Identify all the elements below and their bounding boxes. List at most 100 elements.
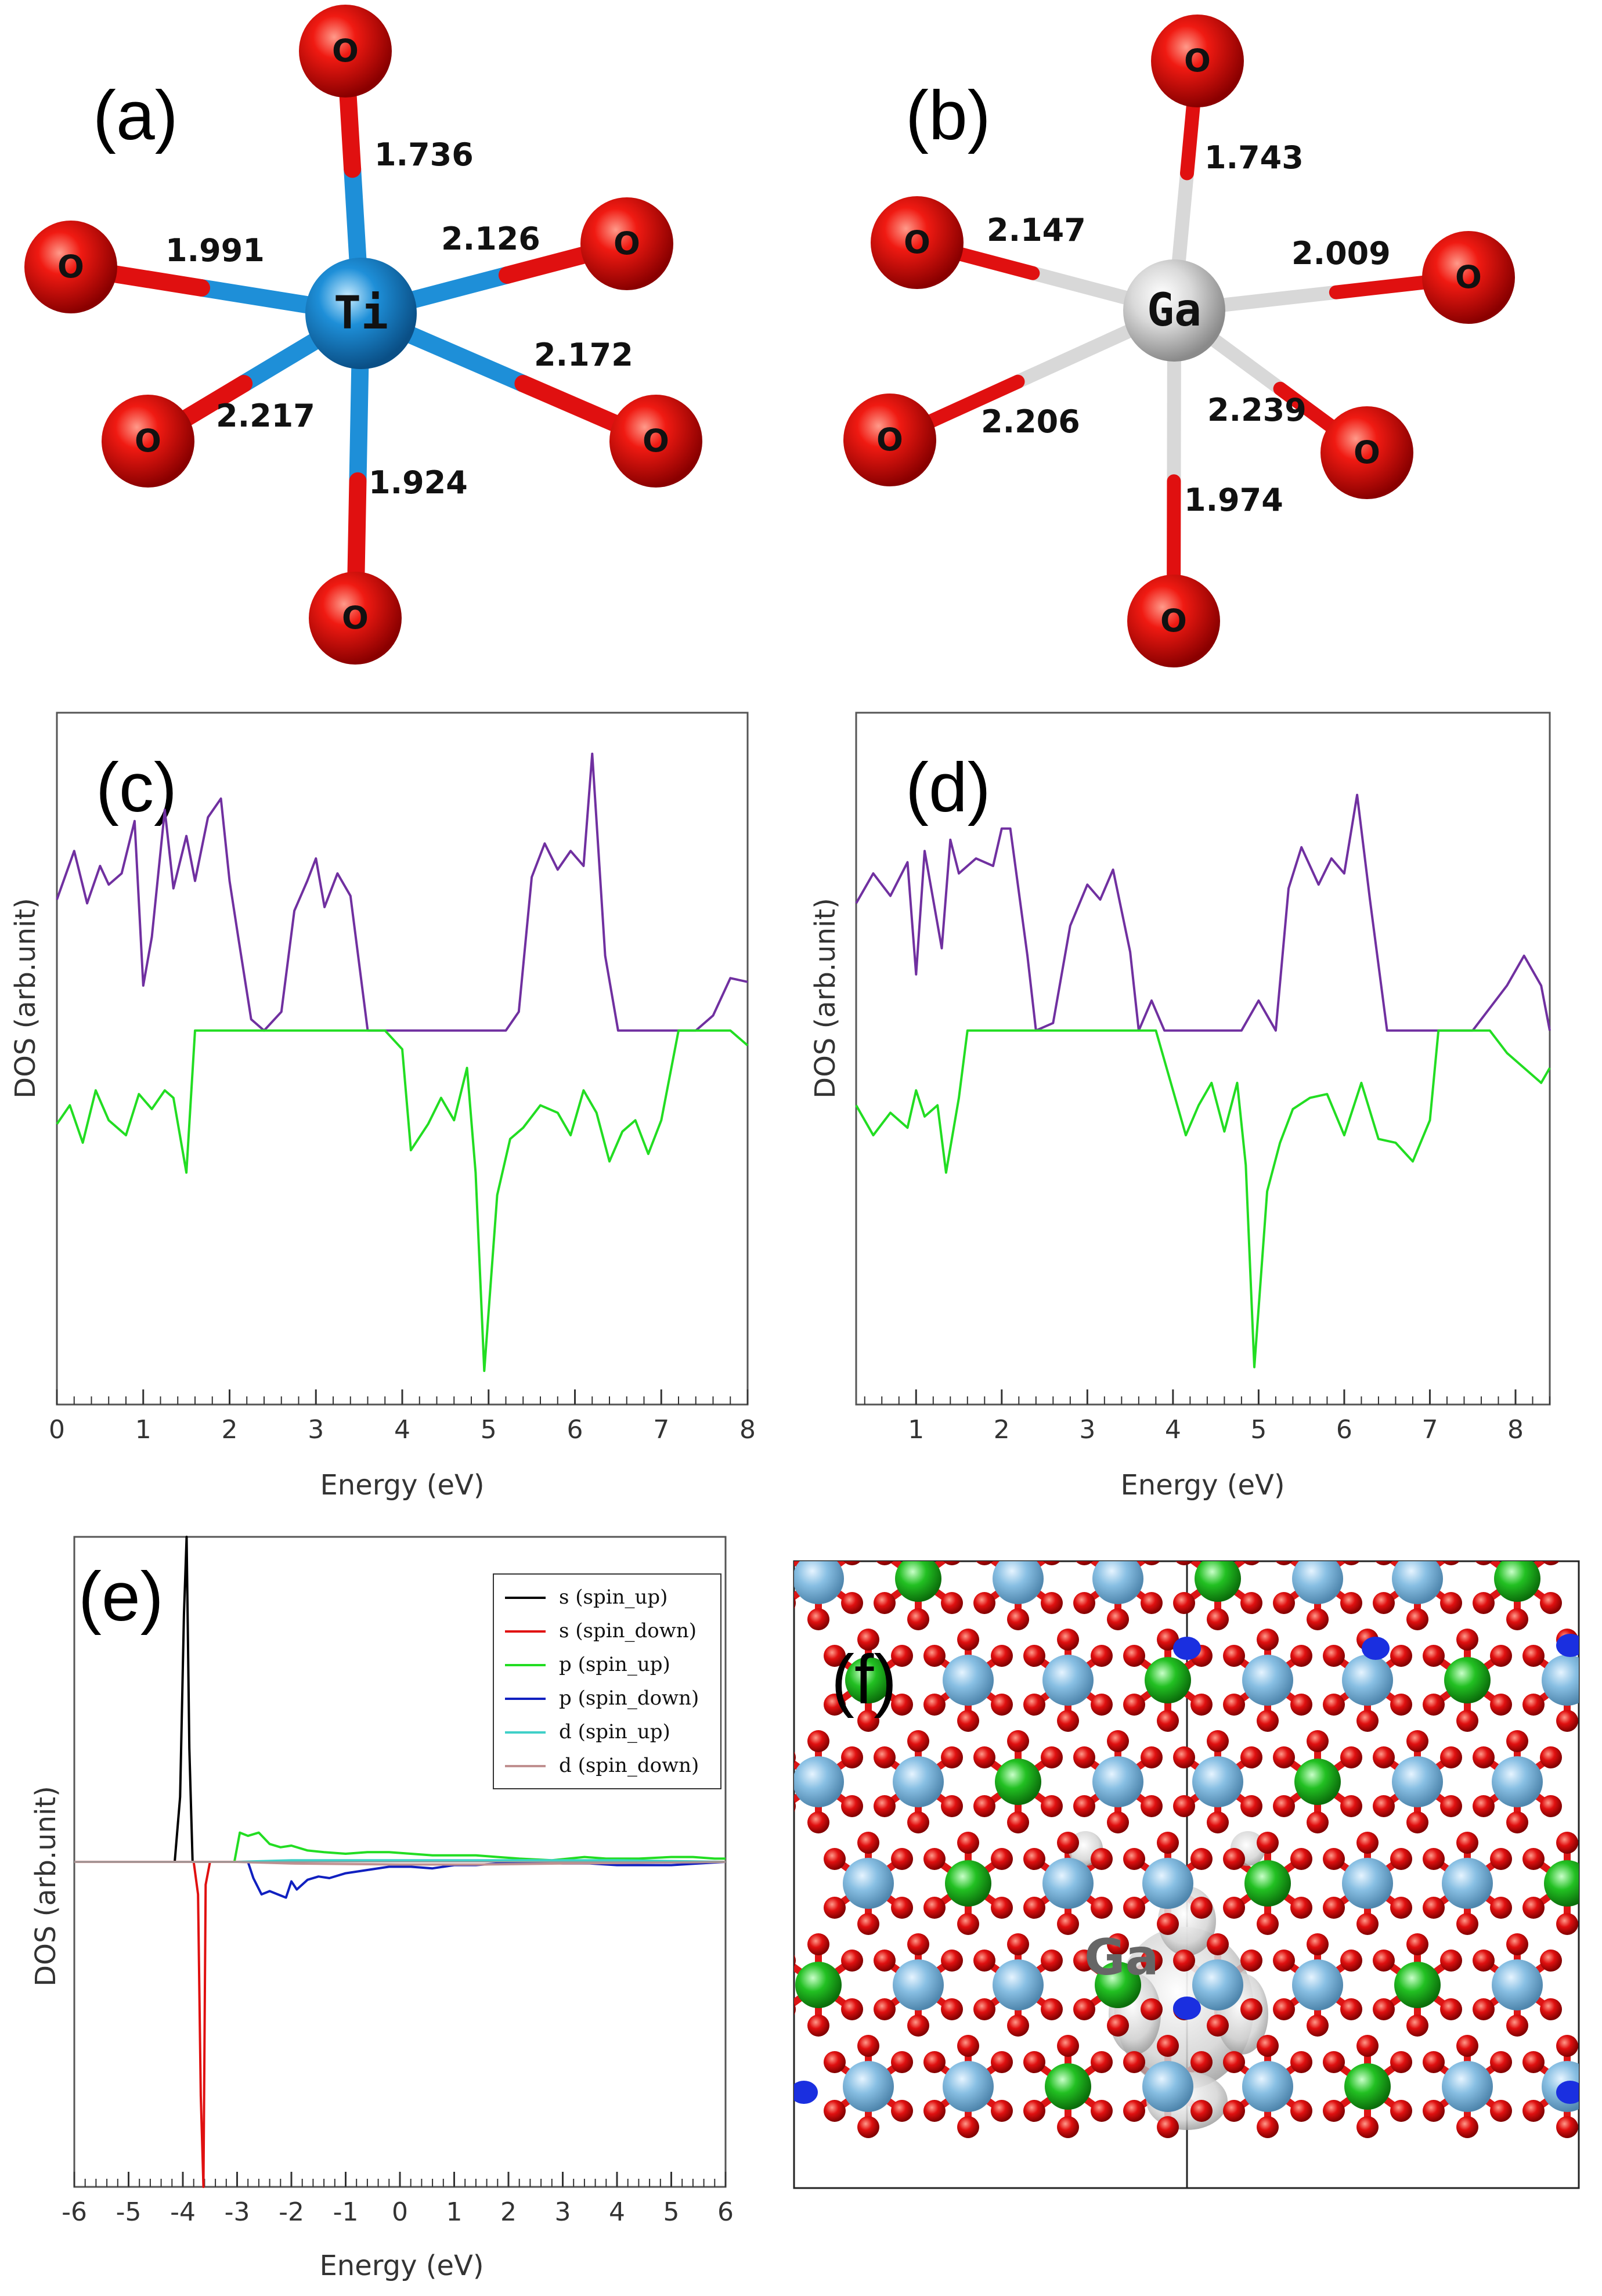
oxygen-atom <box>1340 1795 1362 1817</box>
ti-atom <box>1292 1959 1343 2010</box>
oxygen-atom <box>1091 1897 1113 1919</box>
chart-e-xtick-label: -6 <box>62 2197 87 2227</box>
oxygen-atom <box>1290 1645 1312 1667</box>
chart-d-frame <box>855 712 1551 1406</box>
oxygen-atom <box>1073 1592 1095 1614</box>
oxygen-atom <box>1323 1897 1345 1919</box>
oxygen-atom <box>1590 1694 1602 1716</box>
oxygen-atom <box>1023 2051 1045 2073</box>
oxygen-atom <box>1091 1645 1113 1667</box>
oxygen-atom <box>1057 1832 1079 1854</box>
panel-a-ti-octahedron: (a) O O O O O O Ti 1.736 2.126 2.172 1.924 2.217 1.9… <box>24 5 702 665</box>
legend-entry-2: s (spin_down) <box>559 1619 697 1642</box>
oxygen-atom <box>857 1629 879 1651</box>
chart-e-xtick-label: 1 <box>446 2197 463 2227</box>
ga-atom <box>895 1561 941 1602</box>
oxygen-atom <box>857 1710 879 1732</box>
oxygen-atom <box>1307 1811 1329 1833</box>
ti-atom <box>993 1561 1044 1604</box>
ti-atom <box>893 1756 944 1807</box>
ti-bond-length-3: 2.172 <box>534 337 633 373</box>
oxygen-atom <box>1107 1527 1129 1549</box>
ti-bond-length-5: 2.217 <box>216 398 315 434</box>
oxygen-atom <box>1490 2051 1512 2073</box>
ga-oxygen-atom-1 <box>1151 15 1244 107</box>
oxygen-atom <box>1141 1592 1163 1614</box>
oxygen-atom <box>824 1694 846 1716</box>
oxygen-atom <box>1456 2116 1478 2138</box>
oxygen-atom <box>841 1592 863 1614</box>
panel-e-label: (e) <box>78 1558 164 1636</box>
chart-c-xtick-label: 7 <box>653 1415 669 1445</box>
ti-oxygen-label-6: O <box>57 248 84 285</box>
oxygen-atom <box>1556 2035 1578 2057</box>
oxygen-atom <box>843 1561 861 1565</box>
oxygen-atom <box>1207 2015 1229 2037</box>
ti-atom <box>1392 1756 1443 1807</box>
oxygen-atom <box>1290 1694 1312 1716</box>
oxygen-atom <box>1091 1694 1113 1716</box>
oxygen-atom <box>1456 2035 1478 2057</box>
oxygen-atom <box>1173 1746 1195 1768</box>
ti-atom <box>893 1959 944 2010</box>
oxygen-atom <box>1556 2116 1578 2138</box>
oxygen-atom <box>774 1543 796 1565</box>
ga-atom <box>1294 1759 1341 1805</box>
oxygen-atom <box>1157 1629 1179 1651</box>
oxygen-atom <box>1590 1848 1602 1870</box>
oxygen-atom <box>976 1561 993 1565</box>
oxygen-atom <box>1240 1592 1262 1614</box>
ga-bond-length-1: 1.743 <box>1204 139 1304 176</box>
oxygen-atom <box>973 1950 995 1972</box>
oxygen-atom <box>1023 1694 1045 1716</box>
oxygen-atom <box>1307 1608 1329 1630</box>
oxygen-atom <box>1041 1795 1063 1817</box>
oxygen-atom <box>1423 2051 1445 2073</box>
oxygen-atom <box>1356 1832 1379 1854</box>
structure-bond <box>1584 1692 1601 1705</box>
ti-atom <box>1092 1561 1143 1604</box>
ga-oxygen-atom-5 <box>843 394 936 486</box>
chart-e-xlabel: Energy (eV) <box>319 2250 484 2282</box>
oxygen-atom <box>1190 2051 1213 2073</box>
oxygen-atom <box>874 1746 896 1768</box>
oxygen-atom <box>1107 2015 1129 2037</box>
oxygen-atom <box>1175 1561 1193 1565</box>
oxygen-atom <box>1343 1561 1360 1565</box>
oxygen-atom <box>1323 1645 1345 1667</box>
oxygen-atom <box>1157 2035 1179 2057</box>
chart-d-series-spin-down <box>855 1029 1551 1369</box>
ga-atom <box>1444 1657 1491 1703</box>
oxygen-atom <box>1390 1645 1412 1667</box>
spin-density-lobe <box>1173 1637 1201 1660</box>
oxygen-atom <box>1522 2051 1545 2073</box>
oxygen-atom <box>1540 1998 1562 2020</box>
ga-atom <box>845 1657 892 1703</box>
oxygen-atom <box>1273 1592 1295 1614</box>
oxygen-atom <box>1423 1848 1445 1870</box>
oxygen-atom <box>1123 2100 1145 2122</box>
ga-oxygen-label-3: O <box>1354 434 1380 471</box>
oxygen-atom <box>1540 1592 1562 1614</box>
ga-oxygen-atom-3 <box>1320 406 1413 499</box>
oxygen-atom <box>1373 1998 1395 2020</box>
ti-atom <box>843 1858 894 1909</box>
oxygen-atom <box>1506 1811 1528 1833</box>
oxygen-atom <box>1091 2100 1113 2122</box>
oxygen-atom <box>1340 1998 1362 2020</box>
oxygen-atom <box>824 2100 846 2122</box>
legend-entry-6: d (spin_down) <box>559 1754 699 1777</box>
ti-atom <box>1042 1858 1094 1909</box>
oxygen-atom <box>841 1950 863 1972</box>
oxygen-atom <box>1091 2051 1113 2073</box>
oxygen-atom <box>1223 2100 1245 2122</box>
chart-e-xtick-label: -5 <box>116 2197 142 2227</box>
ga-oxygen-atom-2 <box>1422 231 1515 324</box>
ti-atom <box>794 1756 844 1807</box>
chart-d-xtick-label: 5 <box>1250 1415 1267 1445</box>
oxygen-atom <box>824 1645 846 1667</box>
oxygen-atom <box>1023 1848 1045 1870</box>
ti-oxygen-atom-6 <box>24 221 117 313</box>
ga-atom <box>795 1962 842 2008</box>
oxygen-atom <box>1423 2100 1445 2122</box>
